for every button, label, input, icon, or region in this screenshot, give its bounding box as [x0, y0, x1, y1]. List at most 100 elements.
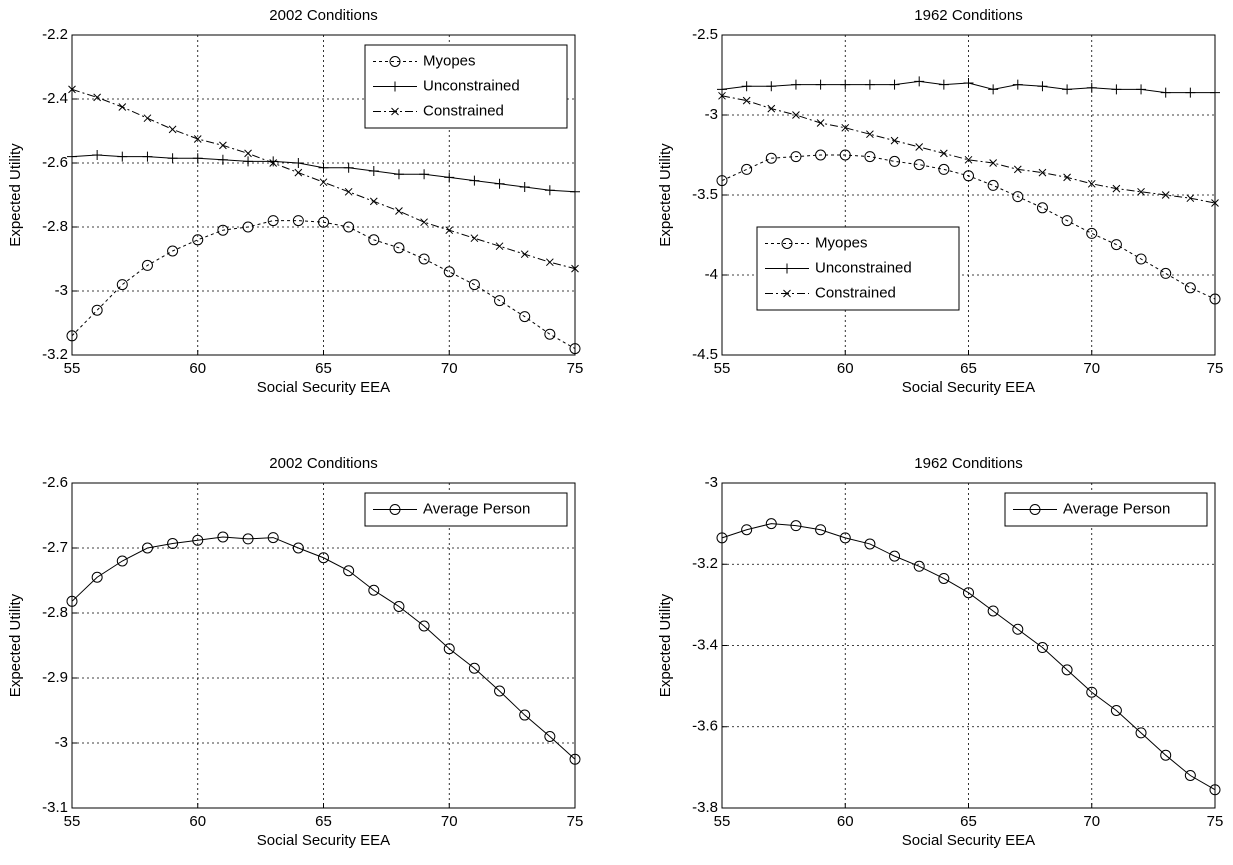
- x-tick-label: 55: [64, 360, 81, 377]
- marker: [839, 149, 851, 161]
- marker: [444, 172, 455, 183]
- marker: [1012, 623, 1024, 635]
- legend-label: Unconstrained: [423, 77, 520, 94]
- marker: [494, 178, 505, 189]
- marker: [1012, 191, 1024, 203]
- marker: [1061, 664, 1073, 676]
- marker: [66, 595, 78, 607]
- x-tick-label: 70: [441, 813, 458, 830]
- legend-marker: [390, 81, 400, 92]
- y-tick-label: -3: [55, 282, 68, 299]
- marker: [141, 542, 153, 554]
- marker: [117, 151, 128, 162]
- marker: [343, 221, 355, 233]
- marker: [864, 151, 876, 163]
- marker: [66, 330, 78, 342]
- marker: [766, 81, 777, 92]
- marker: [267, 532, 279, 544]
- x-tick-label: 70: [1083, 813, 1100, 830]
- marker: [790, 520, 802, 532]
- marker: [1210, 87, 1220, 98]
- marker: [167, 245, 179, 257]
- marker: [1135, 253, 1147, 265]
- marker: [143, 114, 152, 123]
- x-tick-label: 55: [64, 813, 81, 830]
- marker: [494, 295, 506, 307]
- series-line: [721, 95, 1216, 204]
- y-axis-label: Expected Utility: [657, 143, 674, 247]
- marker: [167, 153, 178, 164]
- marker: [92, 150, 103, 160]
- series-line: [721, 523, 1216, 791]
- marker: [815, 79, 826, 90]
- y-tick-label: -3.8: [692, 799, 718, 816]
- marker: [913, 159, 925, 171]
- marker: [344, 187, 353, 196]
- x-tick-label: 55: [714, 813, 731, 830]
- marker: [67, 151, 77, 162]
- marker: [571, 264, 579, 273]
- marker: [864, 79, 875, 90]
- marker: [142, 151, 153, 162]
- marker: [494, 685, 506, 697]
- marker: [1111, 84, 1122, 95]
- x-tick-label: 65: [960, 360, 977, 377]
- y-tick-label: -3.2: [692, 555, 718, 572]
- y-tick-label: -2.8: [42, 218, 68, 235]
- marker: [963, 78, 974, 88]
- x-tick-label: 60: [837, 360, 854, 377]
- marker: [1062, 84, 1073, 95]
- marker: [815, 149, 827, 161]
- y-axis-label: Expected Utility: [7, 593, 24, 697]
- marker: [319, 178, 328, 187]
- marker: [742, 96, 751, 105]
- marker: [242, 533, 254, 545]
- marker: [242, 221, 254, 233]
- y-tick-label: -2.8: [42, 604, 68, 621]
- marker: [368, 234, 380, 246]
- marker: [765, 152, 777, 164]
- marker: [938, 79, 949, 90]
- marker: [219, 141, 227, 150]
- marker: [545, 258, 554, 267]
- marker: [1063, 173, 1071, 182]
- marker: [913, 560, 925, 572]
- y-tick-label: -3: [705, 474, 718, 491]
- legend-label: Constrained: [815, 284, 896, 301]
- legend-label: Myopes: [423, 52, 476, 69]
- marker: [1137, 187, 1145, 196]
- x-tick-label: 75: [1207, 360, 1224, 377]
- marker: [816, 119, 825, 127]
- marker: [318, 216, 329, 228]
- marker: [519, 182, 530, 192]
- marker: [193, 135, 202, 143]
- y-tick-label: -2.2: [42, 26, 68, 43]
- marker: [293, 158, 304, 168]
- marker: [1086, 686, 1098, 698]
- marker: [318, 162, 329, 173]
- legend-marker: [783, 289, 791, 298]
- series-line: [71, 536, 576, 760]
- marker: [914, 76, 925, 87]
- x-axis-label: Social Security EEA: [902, 379, 1035, 396]
- marker: [167, 537, 179, 549]
- marker: [418, 253, 430, 265]
- y-tick-label: -3.5: [692, 186, 718, 203]
- marker: [717, 84, 727, 95]
- marker: [292, 215, 304, 227]
- marker: [1209, 293, 1221, 305]
- marker: [1160, 87, 1171, 98]
- marker: [718, 91, 726, 100]
- y-axis-label: Expected Utility: [7, 143, 24, 247]
- marker: [915, 143, 924, 151]
- marker: [1087, 179, 1096, 188]
- legend-label: Average Person: [1063, 500, 1170, 517]
- marker: [368, 584, 380, 596]
- x-axis-label: Social Security EEA: [902, 832, 1035, 849]
- marker: [393, 169, 404, 180]
- marker: [1086, 227, 1098, 239]
- marker: [520, 250, 529, 259]
- series-line: [71, 220, 576, 350]
- marker: [939, 149, 948, 158]
- marker: [964, 155, 973, 164]
